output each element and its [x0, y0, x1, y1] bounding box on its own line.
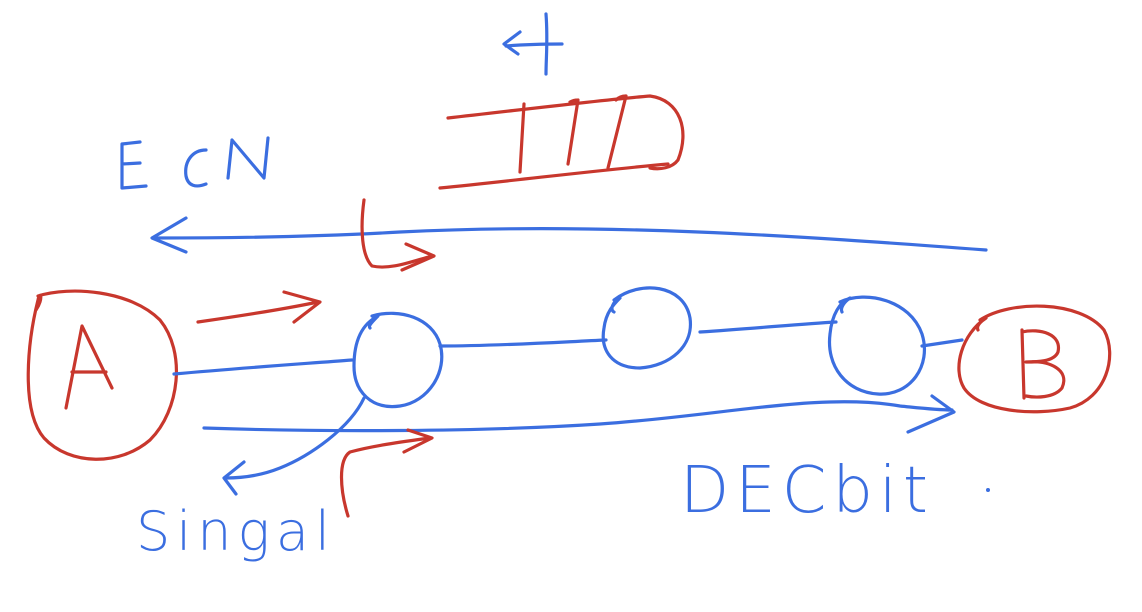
notify-hook-arrow-bottom: [339, 428, 434, 518]
link-router3-b: [920, 338, 964, 348]
queue-slot-1: [518, 102, 526, 174]
router-2: [601, 286, 692, 370]
router-3-circle: [827, 295, 927, 396]
link-router1-router2: [438, 338, 608, 348]
queue-bottom-line: [438, 162, 670, 190]
queue-direction-arrow: [502, 12, 564, 76]
ecn-label: ECN: [120, 136, 270, 190]
decbit-label: DECbit: [680, 454, 990, 528]
node-a: A: [26, 289, 179, 461]
link-router2-router3: [698, 320, 838, 334]
router-2-circle: [601, 286, 692, 370]
router-queue-buffer: [438, 94, 685, 190]
node-a-circle: [26, 289, 179, 461]
node-b: B: [957, 304, 1112, 414]
node-b-glyph: [1020, 328, 1066, 400]
queue-slot-2: [566, 98, 580, 166]
queue-slot-3: [606, 94, 628, 170]
signal-label: Singal: [136, 500, 336, 563]
notify-hook-arrow-top: [360, 198, 436, 272]
data-forward-arrow: [196, 290, 322, 324]
decbit-dot: [986, 488, 990, 492]
signal-label-text: Singal: [136, 500, 336, 563]
node-b-circle: [957, 304, 1112, 414]
decbit-forward-arrow: [202, 394, 956, 434]
router-1: [352, 311, 444, 409]
queue-top-line: [446, 94, 685, 171]
node-a-glyph: [64, 324, 114, 410]
ecn-backward-arrow: [150, 216, 988, 254]
link-a-router1: [172, 358, 354, 376]
router-1-circle: [352, 311, 444, 409]
router-3: [827, 295, 927, 396]
signal-arrow: [222, 396, 366, 496]
decbit-label-text: DECbit: [680, 454, 934, 528]
